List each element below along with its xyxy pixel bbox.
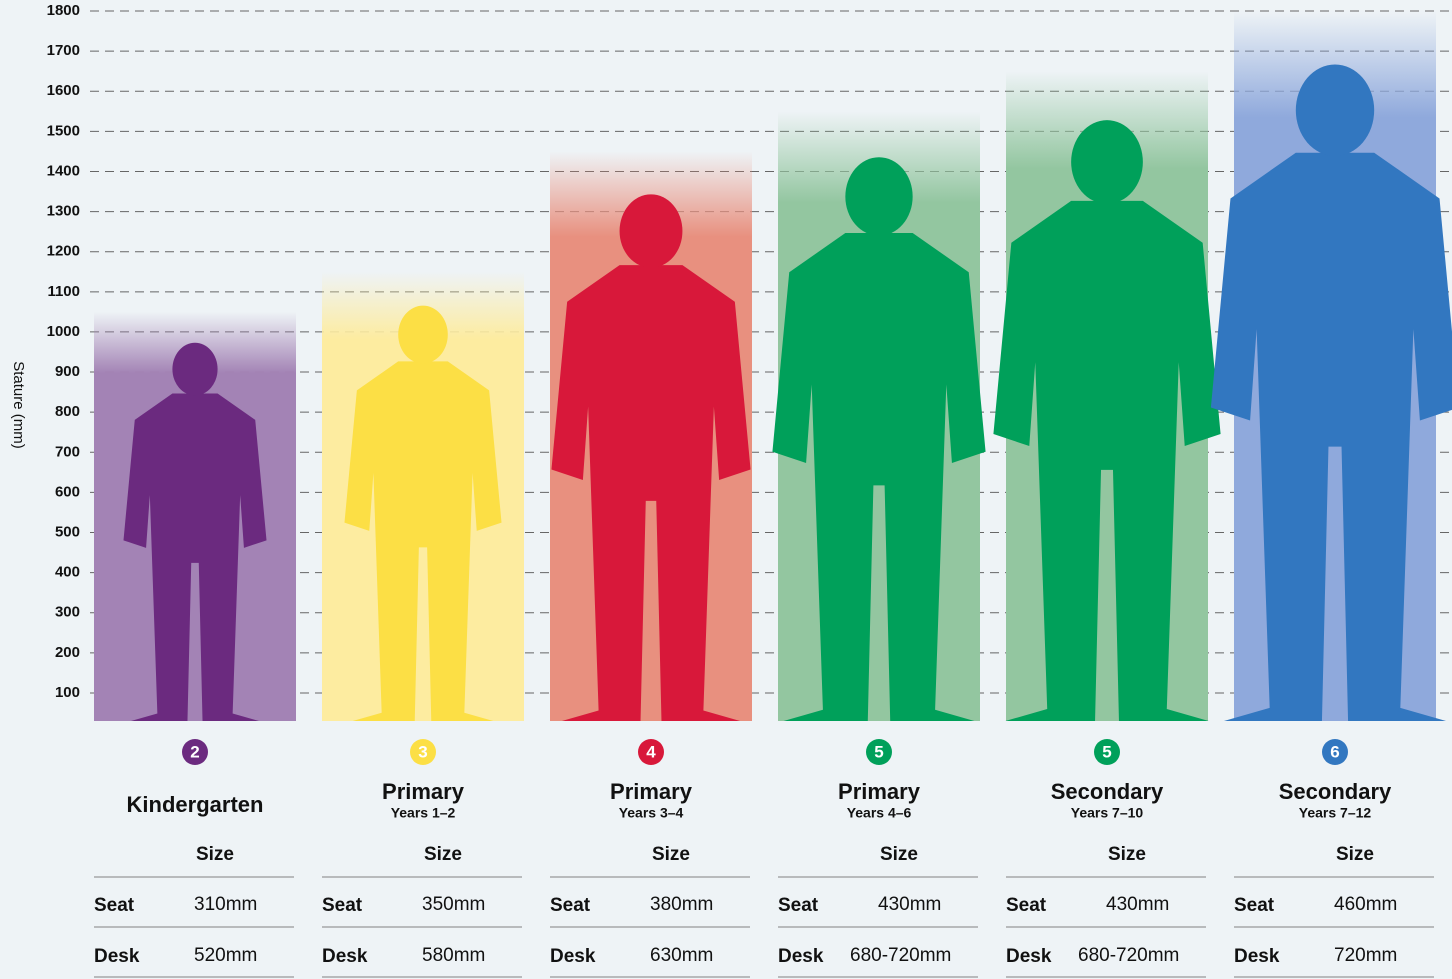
row-label: Seat bbox=[1234, 895, 1275, 916]
y-tick-label: 1100 bbox=[47, 283, 80, 300]
group-title: Secondary bbox=[1051, 779, 1164, 804]
y-tick-label: 1600 bbox=[47, 82, 80, 99]
y-tick-label: 700 bbox=[55, 443, 80, 460]
y-tick-label: 1800 bbox=[47, 2, 80, 19]
row-label: Seat bbox=[322, 895, 363, 916]
desk-size: 630mm bbox=[650, 945, 713, 966]
desk-size: 680-720mm bbox=[850, 945, 951, 966]
group-title: Primary bbox=[838, 779, 921, 804]
group-title: Primary bbox=[610, 779, 693, 804]
y-tick-label: 100 bbox=[55, 684, 80, 701]
y-tick-label: 200 bbox=[55, 644, 80, 661]
group-title: Secondary bbox=[1279, 779, 1392, 804]
figure-head bbox=[1296, 65, 1374, 156]
row-label: Desk bbox=[778, 946, 824, 967]
row-label: Seat bbox=[778, 895, 819, 916]
row-label: Desk bbox=[1234, 946, 1280, 967]
size-header: Size bbox=[880, 844, 918, 865]
row-label: Desk bbox=[322, 946, 368, 967]
seat-size: 460mm bbox=[1334, 894, 1397, 915]
seat-size: 430mm bbox=[878, 894, 941, 915]
figure-head bbox=[172, 343, 217, 396]
y-tick-label: 1300 bbox=[47, 203, 80, 220]
size-header: Size bbox=[1336, 844, 1374, 865]
y-axis-label: Stature (mm) bbox=[10, 361, 27, 449]
desk-size: 680-720mm bbox=[1078, 945, 1179, 966]
y-tick-label: 900 bbox=[55, 363, 80, 380]
y-tick-label: 1400 bbox=[47, 162, 80, 179]
group-subtitle: Years 7–10 bbox=[1071, 805, 1144, 821]
badge-number: 6 bbox=[1330, 742, 1339, 761]
seat-size: 310mm bbox=[194, 894, 257, 915]
row-label: Desk bbox=[94, 946, 140, 967]
group-title: Kindergarten bbox=[127, 792, 264, 817]
seat-size: 380mm bbox=[650, 894, 713, 915]
seat-size: 430mm bbox=[1106, 894, 1169, 915]
size-header: Size bbox=[424, 844, 462, 865]
y-tick-label: 1700 bbox=[47, 42, 80, 59]
desk-size: 520mm bbox=[194, 945, 257, 966]
figure-head bbox=[845, 157, 912, 236]
y-tick-label: 600 bbox=[55, 483, 80, 500]
row-label: Desk bbox=[1006, 946, 1052, 967]
badge-number: 5 bbox=[874, 742, 883, 761]
badge-number: 3 bbox=[418, 742, 427, 761]
y-tick-label: 1200 bbox=[47, 243, 80, 260]
size-header: Size bbox=[1108, 844, 1146, 865]
group-subtitle: Years 7–12 bbox=[1299, 805, 1372, 821]
row-label: Seat bbox=[550, 895, 591, 916]
y-tick-label: 800 bbox=[55, 403, 80, 420]
figure-head bbox=[398, 306, 448, 364]
chart: Stature (mm) 100 200 300 400 500 600 700 800 900… bbox=[0, 0, 1452, 979]
group-subtitle: Years 3–4 bbox=[619, 805, 684, 821]
group-subtitle: Years 4–6 bbox=[847, 805, 912, 821]
row-label: Desk bbox=[550, 946, 596, 967]
y-tick-label: 1500 bbox=[47, 122, 80, 139]
desk-size: 720mm bbox=[1334, 945, 1397, 966]
y-tick-label: 1000 bbox=[47, 323, 80, 340]
figure-head bbox=[620, 194, 683, 267]
group-subtitle: Years 1–2 bbox=[391, 805, 456, 821]
badge-number: 4 bbox=[646, 742, 656, 761]
y-tick-label: 400 bbox=[55, 564, 80, 581]
group-title: Primary bbox=[382, 779, 465, 804]
y-tick-label: 500 bbox=[55, 523, 80, 540]
seat-size: 350mm bbox=[422, 894, 485, 915]
row-label: Seat bbox=[1006, 895, 1047, 916]
row-label: Seat bbox=[94, 895, 135, 916]
badge-number: 2 bbox=[190, 742, 199, 761]
size-header: Size bbox=[652, 844, 690, 865]
size-header: Size bbox=[196, 844, 234, 865]
y-tick-label: 300 bbox=[55, 604, 80, 621]
figure-head bbox=[1071, 120, 1143, 204]
desk-size: 580mm bbox=[422, 945, 485, 966]
badge-number: 5 bbox=[1102, 742, 1111, 761]
